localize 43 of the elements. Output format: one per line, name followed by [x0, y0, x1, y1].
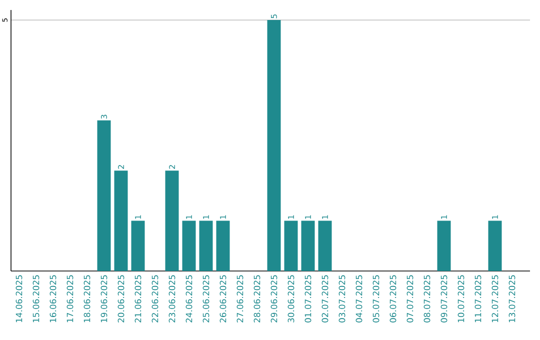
bar [182, 220, 196, 271]
bar [131, 220, 145, 271]
x-tick-label: 24.06.2025 [186, 275, 192, 322]
x-tick-label: 11.07.2025 [474, 275, 482, 322]
x-tick-label: 21.06.2025 [134, 275, 142, 322]
bar [165, 170, 179, 271]
bar [97, 120, 111, 271]
x-tick-label: 18.06.2025 [84, 275, 90, 322]
x-tick-label: 19.06.2025 [100, 275, 108, 322]
x-tick-label: 09.07.2025 [440, 275, 448, 322]
x-tick-label: 13.07.2025 [508, 275, 516, 322]
x-tick-label: 07.07.2025 [406, 275, 414, 322]
x-tick-label: 29.06.2025 [270, 275, 278, 322]
x-tick-label: 22.06.2025 [152, 275, 158, 322]
x-tick-label: 17.06.2025 [66, 275, 74, 322]
x-tick-label: 15.06.2025 [32, 275, 40, 322]
x-tick-label: 16.06.2025 [50, 275, 56, 322]
x-tick-label: 06.07.2025 [390, 275, 396, 322]
bar [301, 220, 315, 271]
bar [488, 220, 502, 271]
x-tick-label: 12.07.2025 [492, 275, 498, 322]
x-tick-label: 28.06.2025 [254, 275, 260, 322]
bar [199, 220, 213, 271]
bar [114, 170, 128, 271]
x-tick-label: 08.07.2025 [424, 275, 430, 322]
bar [267, 20, 281, 271]
x-tick-label: 14.06.2025 [16, 275, 22, 322]
bar [318, 220, 332, 271]
bar [216, 220, 230, 271]
x-tick-label: 05.07.2025 [372, 275, 380, 322]
x-tick-label: 25.06.2025 [202, 275, 210, 322]
x-tick-label: 04.07.2025 [356, 275, 362, 322]
x-tick-label: 27.06.2025 [236, 275, 244, 322]
x-tick-label: 10.07.2025 [458, 275, 464, 322]
x-tick-label: 23.06.2025 [168, 275, 176, 322]
x-tick-label: 02.07.2025 [322, 275, 328, 322]
x-tick-label: 20.06.2025 [118, 275, 124, 322]
x-tick-label: 26.06.2025 [220, 275, 226, 322]
bar [284, 220, 298, 271]
x-tick-label: 30.06.2025 [288, 275, 294, 322]
bar [437, 220, 451, 271]
x-tick-label: 03.07.2025 [338, 275, 346, 322]
x-tick-label: 01.07.2025 [304, 275, 312, 322]
